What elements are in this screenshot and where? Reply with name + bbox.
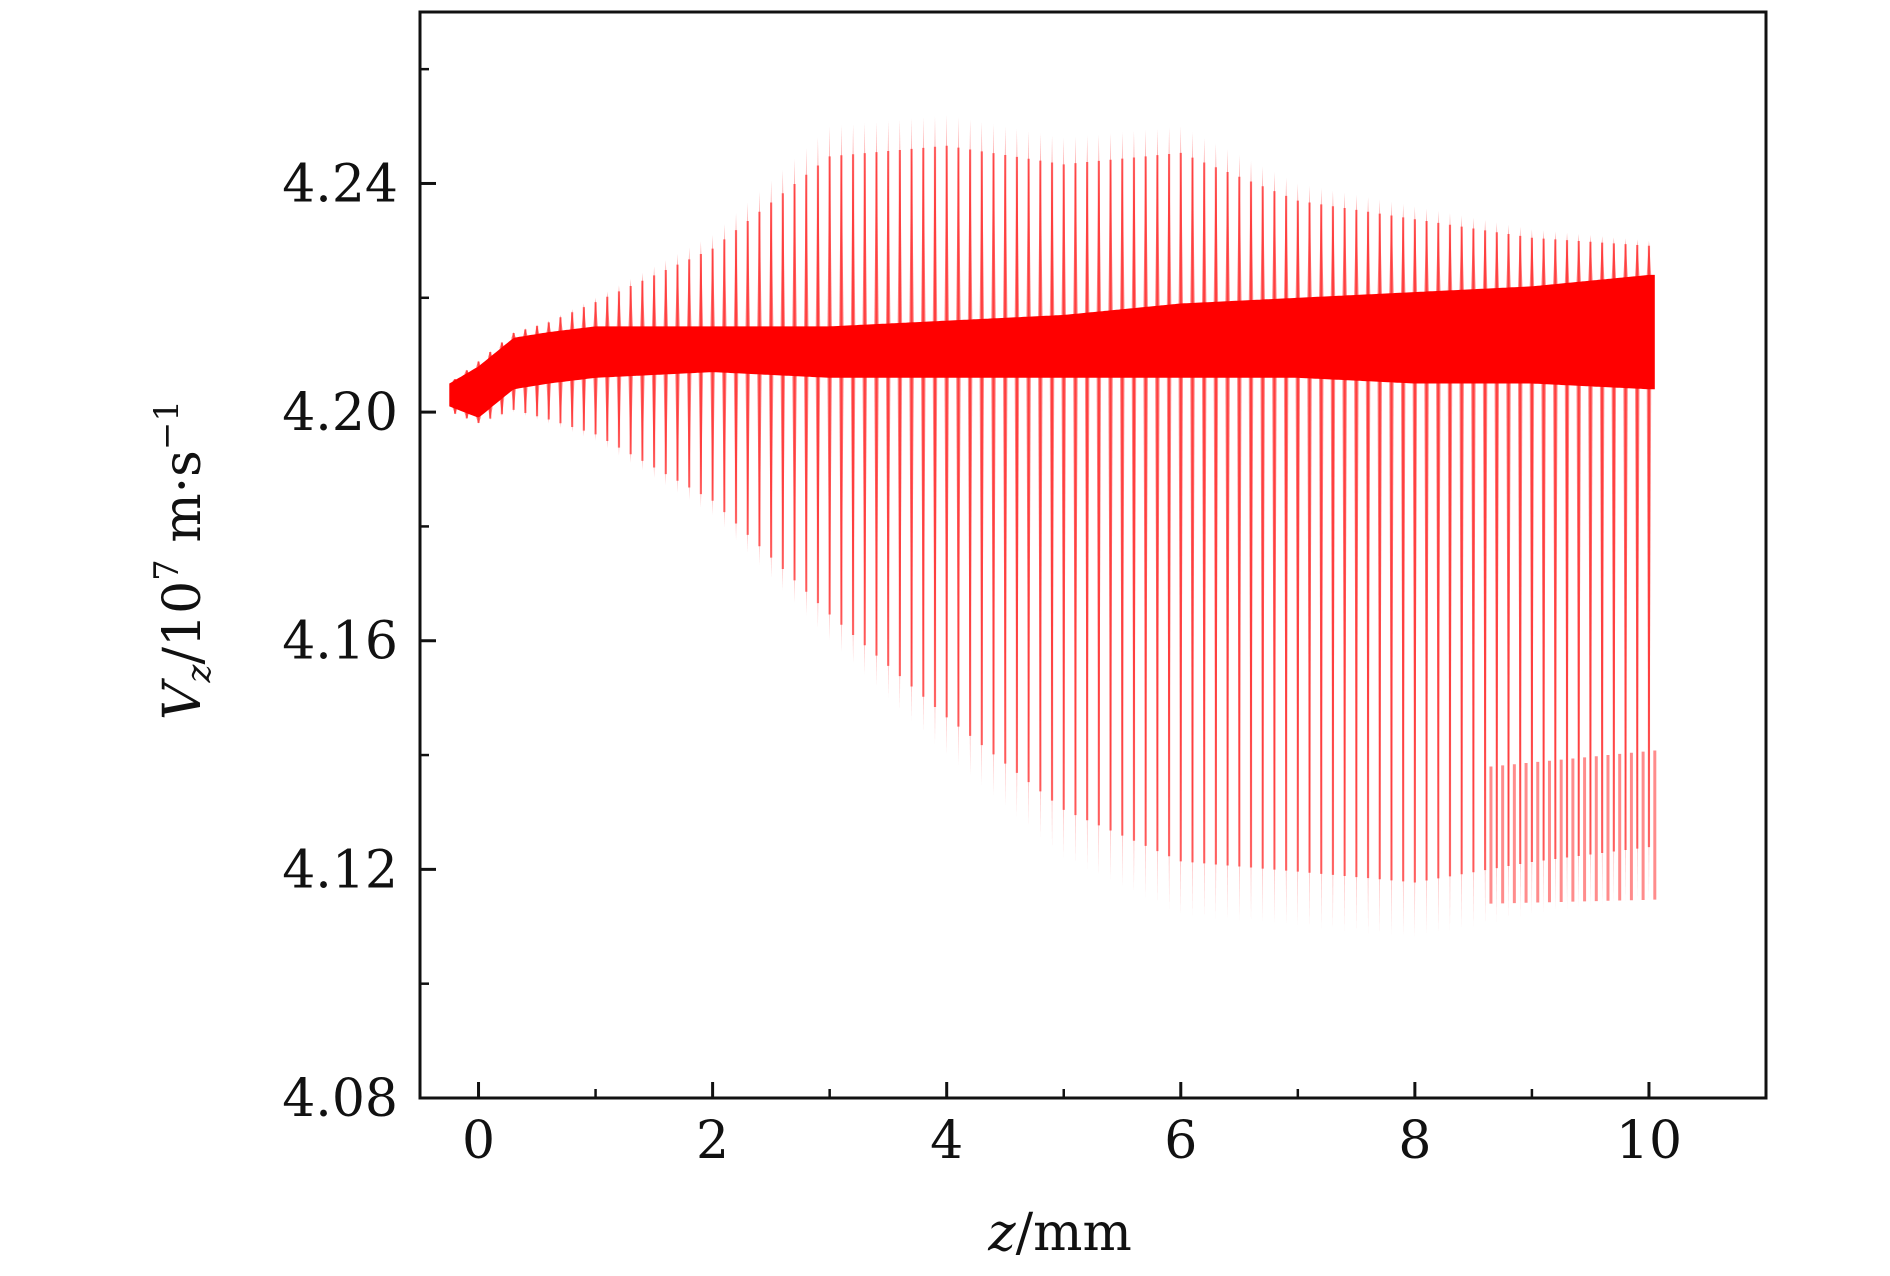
y-tick-label: 4.20 (282, 383, 398, 443)
y-axis-label: Vz/107 m·s−1 (147, 400, 219, 720)
y-tick-label: 4.24 (282, 154, 398, 214)
y-tick-label: 4.12 (282, 840, 398, 900)
labels-layer: 0 2 4 6 8 10 4.08 4.12 4.16 4.20 4.24 (282, 154, 1682, 1171)
velocity-core-band (449, 274, 1655, 418)
y-tick-label: 4.16 (282, 612, 398, 672)
plot-frame (418, 10, 1768, 1100)
x-tick-label: 2 (696, 1111, 729, 1171)
y-tick-label: 4.08 (282, 1069, 398, 1129)
x-axis-label: z/mm (987, 1203, 1132, 1263)
ticks-layer (420, 67, 1768, 1100)
x-tick-label: 4 (930, 1111, 963, 1171)
x-tick-label: 8 (1398, 1111, 1431, 1171)
x-tick-label: 6 (1164, 1111, 1197, 1171)
x-tick-label: 10 (1616, 1111, 1682, 1171)
data-layer (449, 114, 1657, 938)
x-tick-label: 0 (462, 1111, 495, 1171)
